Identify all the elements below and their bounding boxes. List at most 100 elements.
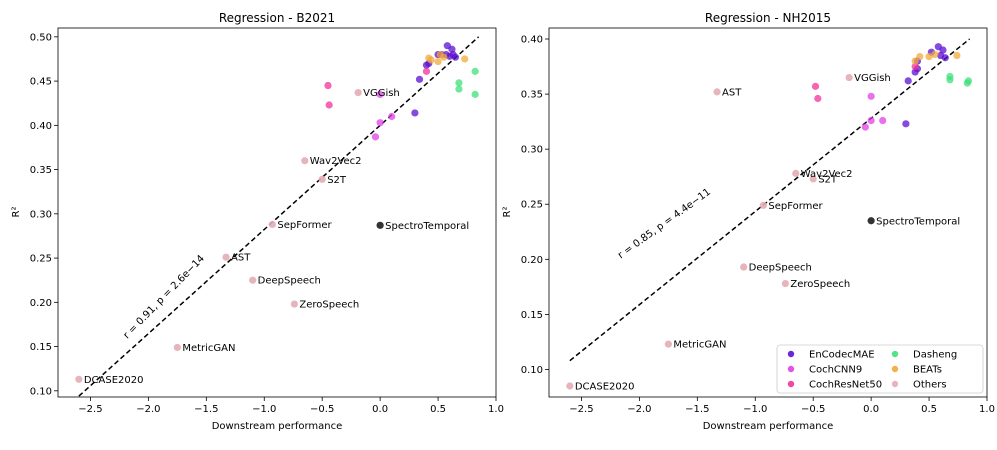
x-tick-label: −1.0 bbox=[743, 404, 767, 415]
point-label: SepFormer bbox=[277, 220, 332, 231]
point-label: SepFormer bbox=[768, 201, 823, 212]
data-point-encodecmae bbox=[941, 54, 949, 62]
point-label: Wav2Vec2 bbox=[310, 156, 362, 167]
y-axis-label: R² bbox=[11, 207, 22, 218]
correlation-annotation: r = 0.85, p = 4.4e−11 bbox=[616, 187, 713, 262]
point-label: VGGish bbox=[854, 73, 891, 84]
point-label: ZeroSpeech bbox=[299, 300, 359, 311]
y-tick-label: 0.15 bbox=[521, 310, 543, 321]
data-point-cochresnet50 bbox=[814, 94, 822, 103]
x-tick-label: −0.5 bbox=[310, 404, 334, 415]
data-point-cochcnn9 bbox=[376, 90, 384, 98]
chart-title: Regression - B2021 bbox=[219, 11, 335, 25]
data-point-others bbox=[318, 175, 326, 183]
data-point-beats bbox=[925, 53, 933, 61]
y-tick-label: 0.30 bbox=[521, 145, 543, 156]
data-point-beats bbox=[931, 50, 939, 59]
data-point-dasheng bbox=[471, 90, 479, 98]
y-tick-label: 0.35 bbox=[521, 90, 543, 101]
x-tick-label: −0.5 bbox=[801, 404, 825, 415]
data-point-others bbox=[781, 279, 789, 288]
data-point-dasheng bbox=[455, 85, 463, 93]
data-point-spectrotemporal bbox=[376, 221, 384, 229]
data-point-others bbox=[301, 157, 309, 165]
data-point-others bbox=[845, 73, 853, 82]
y-tick-label: 0.40 bbox=[30, 121, 52, 132]
legend-marker bbox=[787, 380, 795, 388]
point-label: Wav2Vec2 bbox=[801, 169, 853, 180]
data-point-others bbox=[759, 201, 767, 209]
data-point-encodecmae bbox=[904, 77, 912, 85]
y-tick-label: 0.25 bbox=[521, 200, 543, 211]
data-point-dasheng bbox=[964, 77, 973, 85]
data-point-cochcnn9 bbox=[371, 133, 380, 141]
data-point-beats bbox=[440, 53, 448, 61]
regression-fit-line bbox=[569, 38, 971, 362]
data-point-cochcnn9 bbox=[867, 116, 875, 125]
data-point-encodecmae bbox=[415, 75, 424, 83]
x-tick-label: −1.5 bbox=[685, 404, 709, 415]
y-tick-label: 0.30 bbox=[30, 209, 52, 220]
point-label: MetricGAN bbox=[673, 340, 726, 351]
point-label: MetricGAN bbox=[182, 343, 235, 354]
y-tick-label: 0.40 bbox=[521, 35, 543, 46]
data-point-cochresnet50 bbox=[422, 67, 431, 75]
y-axis-label: R² bbox=[502, 207, 513, 218]
y-tick-label: 0.45 bbox=[30, 77, 52, 88]
x-tick-label: −2.0 bbox=[136, 404, 160, 415]
point-label: AST bbox=[231, 253, 251, 264]
data-point-others bbox=[809, 175, 817, 183]
data-point-encodecmae bbox=[939, 46, 947, 54]
x-tick-label: −1.5 bbox=[194, 404, 218, 415]
panel-nh2015: Regression - NH2015 Downstream performan… bbox=[502, 11, 995, 432]
data-point-others bbox=[566, 382, 574, 390]
data-point-others bbox=[664, 340, 672, 348]
y-tick-label: 0.10 bbox=[521, 365, 543, 376]
y-tick-label: 0.35 bbox=[30, 165, 52, 176]
data-point-others bbox=[268, 220, 276, 229]
data-point-cochresnet50 bbox=[811, 82, 820, 90]
legend-entry: CochCNN9 bbox=[809, 365, 862, 376]
data-point-beats bbox=[434, 58, 442, 66]
data-point-dasheng bbox=[471, 67, 479, 75]
data-point-others bbox=[75, 375, 83, 383]
data-point-cochcnn9 bbox=[867, 92, 875, 100]
data-point-others bbox=[249, 276, 257, 284]
x-axis-label: Downstream performance bbox=[703, 421, 834, 432]
data-point-others bbox=[222, 253, 230, 261]
x-tick-label: 0.0 bbox=[372, 404, 388, 415]
data-point-beats bbox=[911, 57, 919, 65]
data-point-dasheng bbox=[946, 72, 954, 81]
legend-entry: BEATs bbox=[913, 365, 942, 376]
x-tick-label: −2.5 bbox=[78, 404, 102, 415]
point-label: DCASE2020 bbox=[575, 381, 635, 392]
point-label: DeepSpeech bbox=[258, 276, 321, 287]
point-label: S2T bbox=[818, 174, 838, 185]
legend-entry: Others bbox=[913, 380, 947, 391]
legend-entry: EnCodecMAE bbox=[809, 350, 875, 361]
y-tick-label: 0.50 bbox=[30, 32, 52, 43]
data-point-others bbox=[354, 88, 362, 97]
y-tick-label: 0.20 bbox=[30, 298, 52, 309]
point-label: SpectroTemporal bbox=[385, 221, 469, 232]
data-point-cochresnet50 bbox=[911, 62, 919, 71]
data-point-cochcnn9 bbox=[861, 123, 869, 131]
data-point-cochcnn9 bbox=[388, 112, 396, 121]
y-tick-label: 0.10 bbox=[30, 386, 52, 397]
legend-marker bbox=[891, 365, 899, 373]
data-point-encodecmae bbox=[451, 53, 460, 61]
data-point-encodecmae bbox=[902, 120, 910, 128]
data-point-spectrotemporal bbox=[867, 217, 875, 225]
x-axis-label: Downstream performance bbox=[212, 421, 343, 432]
data-point-cochcnn9 bbox=[376, 119, 384, 127]
data-point-others bbox=[713, 88, 721, 96]
x-tick-label: −2.0 bbox=[627, 404, 651, 415]
chart-title: Regression - NH2015 bbox=[705, 11, 831, 25]
point-label: SpectroTemporal bbox=[876, 216, 960, 227]
x-tick-label: 0.5 bbox=[430, 404, 446, 415]
x-tick-label: 0.0 bbox=[863, 404, 879, 415]
data-point-encodecmae bbox=[411, 109, 419, 117]
legend-marker bbox=[787, 350, 795, 358]
correlation-annotation: r = 0.91, p = 2.6e−14 bbox=[121, 253, 207, 341]
x-tick-label: 1.0 bbox=[979, 404, 995, 415]
